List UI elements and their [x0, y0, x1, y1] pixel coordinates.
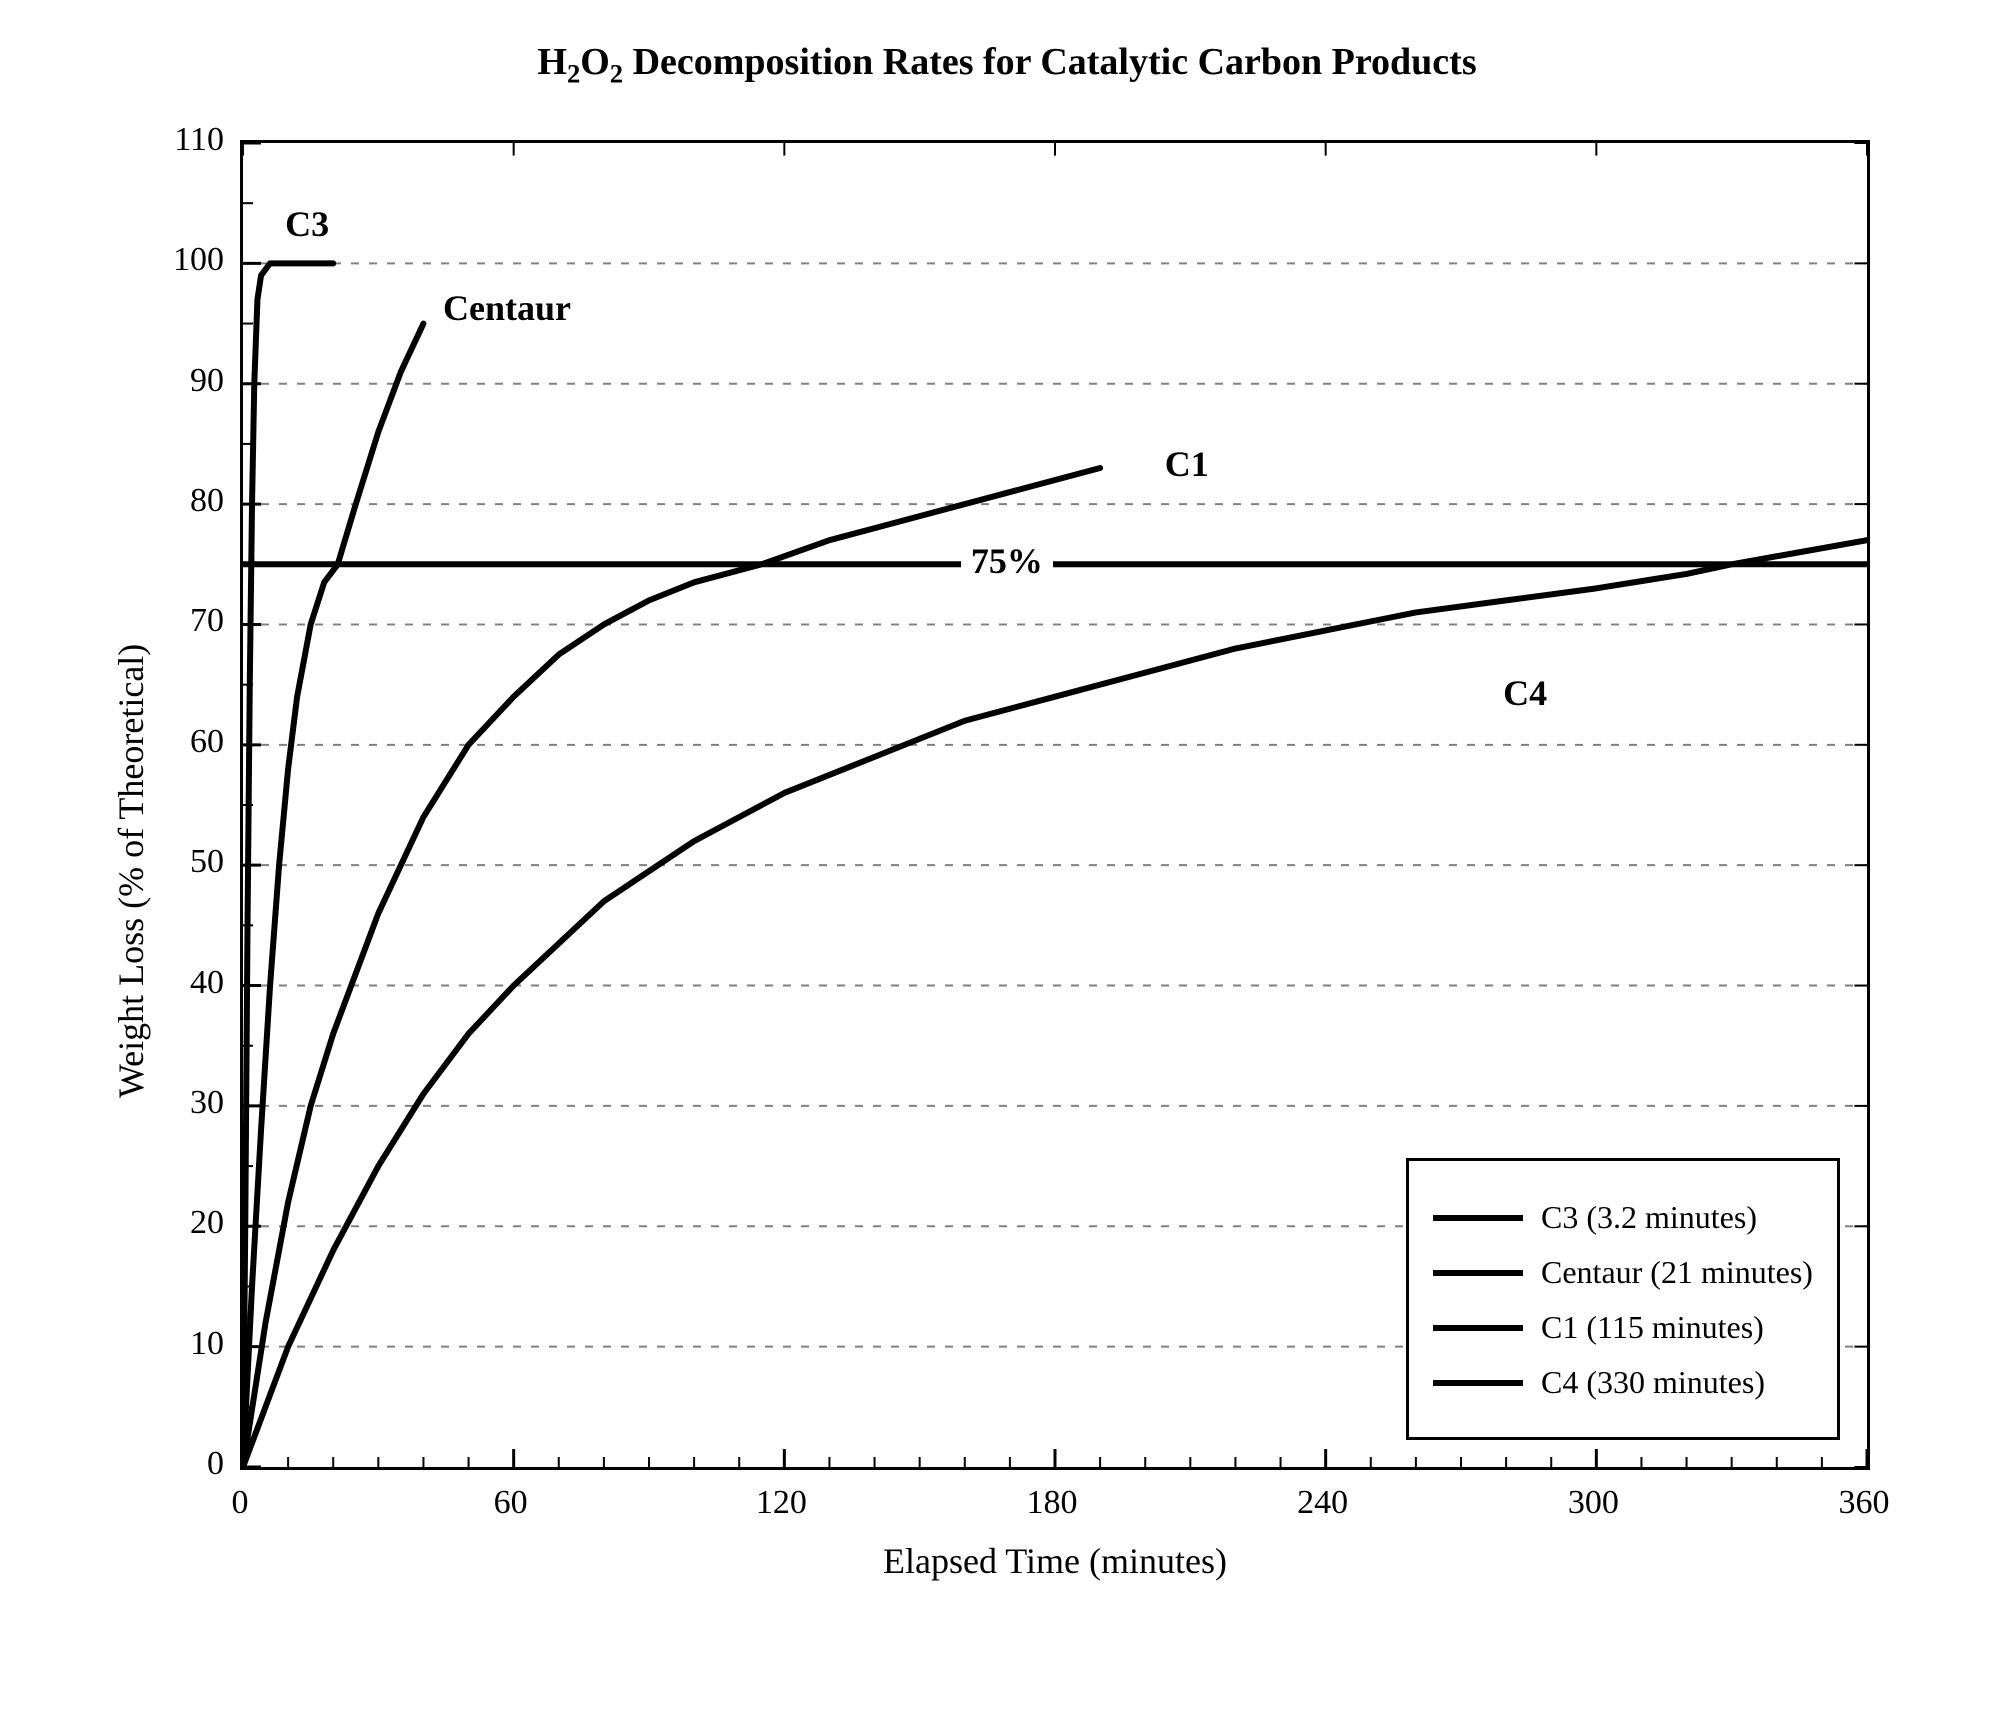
legend-text: C1 (115 minutes) [1541, 1309, 1764, 1346]
y-tick-label: 90 [190, 362, 224, 400]
curve-label-centaur: Centaur [443, 287, 571, 329]
x-tick-label: 240 [1297, 1484, 1348, 1522]
legend-swatch [1433, 1325, 1523, 1331]
legend-item: C1 (115 minutes) [1433, 1309, 1813, 1346]
x-tick-label: 180 [1027, 1484, 1078, 1522]
legend-text: C3 (3.2 minutes) [1541, 1199, 1757, 1236]
legend-item: C3 (3.2 minutes) [1433, 1199, 1813, 1236]
y-tick-label: 0 [207, 1445, 224, 1483]
y-tick-label: 110 [174, 121, 224, 159]
y-tick-label: 70 [190, 602, 224, 640]
y-tick-label: 50 [190, 843, 224, 881]
x-tick-label: 0 [232, 1484, 249, 1522]
y-tick-label: 40 [190, 964, 224, 1002]
chart-title: H2O2 Decomposition Rates for Catalytic C… [0, 40, 2014, 90]
legend-swatch [1433, 1215, 1523, 1221]
curve-label-c3: C3 [285, 203, 329, 245]
legend-text: Centaur (21 minutes) [1541, 1254, 1813, 1291]
y-tick-label: 100 [173, 241, 224, 279]
y-tick-label: 30 [190, 1084, 224, 1122]
legend-item: Centaur (21 minutes) [1433, 1254, 1813, 1291]
y-tick-label: 10 [190, 1325, 224, 1363]
x-tick-label: 60 [494, 1484, 528, 1522]
reference-line-label: 75% [961, 540, 1053, 582]
legend-swatch [1433, 1380, 1523, 1386]
legend-item: C4 (330 minutes) [1433, 1364, 1813, 1401]
y-tick-label: 80 [190, 482, 224, 520]
x-axis-label: Elapsed Time (minutes) [240, 1540, 1870, 1582]
y-tick-label: 20 [190, 1204, 224, 1242]
x-tick-label: 300 [1568, 1484, 1619, 1522]
x-tick-label: 120 [756, 1484, 807, 1522]
curve-label-c1: C1 [1165, 443, 1209, 485]
legend-swatch [1433, 1270, 1523, 1276]
x-tick-label: 360 [1839, 1484, 1890, 1522]
legend: C3 (3.2 minutes) Centaur (21 minutes) C1 (… [1406, 1158, 1840, 1440]
y-tick-label: 60 [190, 723, 224, 761]
y-axis-label: Weight Loss (% of Theoretical) [110, 643, 152, 1097]
legend-text: C4 (330 minutes) [1541, 1364, 1765, 1401]
curve-label-c4: C4 [1503, 672, 1547, 714]
